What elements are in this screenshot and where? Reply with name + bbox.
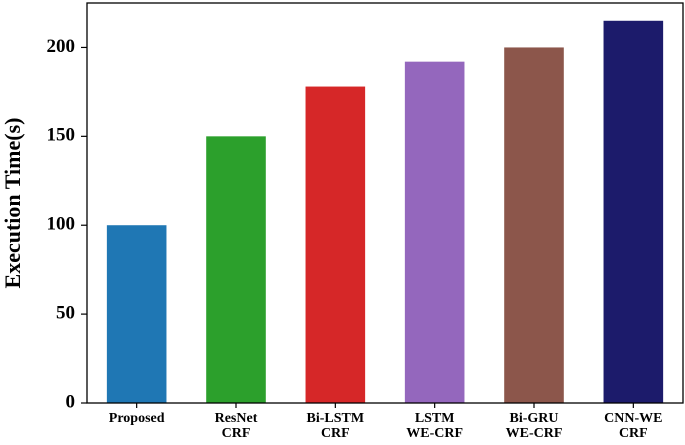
bar [504,47,564,403]
bar [603,20,664,404]
y-axis-label: Execution Time(s) [0,118,25,289]
x-tick-label: Bi-GRU WE-CRF [506,411,563,441]
x-tick-label: CNN-WE CRF [604,411,662,441]
x-tick-label: Bi-LSTM CRF [307,411,365,441]
y-tick-label: 150 [47,125,76,146]
x-tick-label: LSTM WE-CRF [406,411,463,441]
x-tick-label: ResNet CRF [215,411,258,441]
bar [305,86,366,404]
y-tick-label: 0 [66,391,76,412]
bar [404,61,465,404]
y-tick-label: 100 [47,214,76,235]
x-tick-label: Proposed [109,411,165,426]
y-tick-label: 50 [56,302,75,323]
bar [106,225,167,403]
y-tick-label: 200 [47,36,76,57]
plot-frame [86,2,684,404]
bar [206,136,266,404]
